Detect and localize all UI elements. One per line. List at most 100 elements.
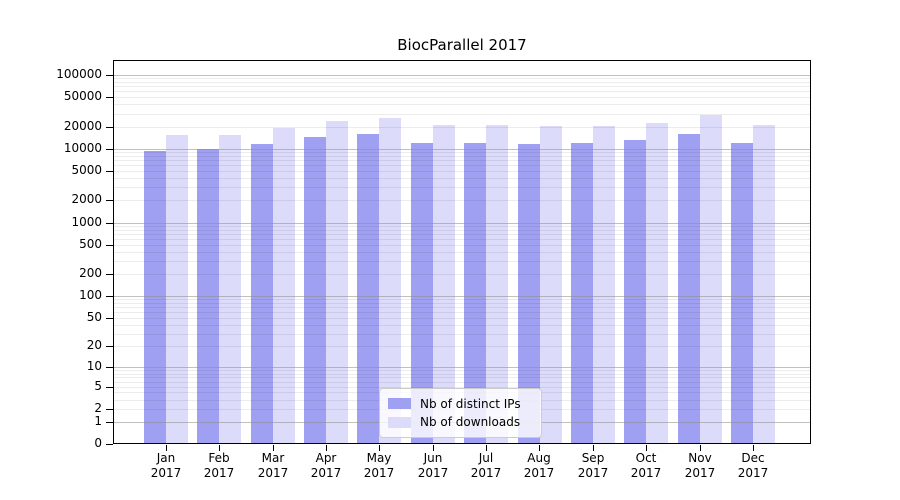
- bar-distinct-ips-jul: [464, 143, 487, 443]
- bar-distinct-ips-aug: [517, 144, 540, 443]
- y-tick-label: 5: [94, 379, 102, 393]
- gridline-minor: [114, 165, 810, 166]
- chart-title: BiocParallel 2017: [397, 36, 527, 54]
- gridline-minor: [114, 152, 810, 153]
- y-tick-label: 2000: [71, 192, 102, 206]
- x-tick-mark: [379, 445, 380, 451]
- gridline-minor: [114, 374, 810, 375]
- gridline-minor: [114, 78, 810, 79]
- legend: Nb of distinct IPs Nb of downloads: [379, 388, 542, 438]
- gridline-minor: [114, 226, 810, 227]
- y-tick-mark: [106, 444, 113, 445]
- gridline-minor: [114, 303, 810, 304]
- y-tick-mark: [106, 171, 113, 172]
- gridline-minor: [114, 104, 810, 105]
- gridline-minor: [114, 252, 810, 253]
- gridline-minor: [114, 127, 810, 128]
- y-tick-label: 10: [86, 359, 102, 373]
- y-tick-label: 2: [94, 401, 102, 415]
- gridline-minor: [114, 97, 810, 98]
- y-tick-label: 0: [94, 436, 102, 450]
- x-tick-label-apr: Apr 2017: [310, 451, 342, 480]
- legend-label-downloads: Nb of downloads: [420, 415, 521, 430]
- bar-downloads-jul: [486, 125, 509, 443]
- bar-distinct-ips-feb: [197, 148, 220, 443]
- gridline-minor: [114, 377, 810, 378]
- y-tick-mark: [106, 97, 113, 98]
- x-tick-mark: [753, 445, 754, 451]
- gridline-minor: [114, 312, 810, 313]
- bar-downloads-oct: [646, 123, 669, 443]
- x-tick-label-mar: Mar 2017: [257, 451, 289, 480]
- y-tick-mark: [106, 274, 113, 275]
- gridline-minor: [114, 370, 810, 371]
- bar-distinct-ips-nov: [677, 133, 700, 443]
- x-tick-mark: [539, 445, 540, 451]
- gridline-minor: [114, 299, 810, 300]
- x-tick-label-sep: Sep 2017: [577, 451, 609, 480]
- y-tick-mark: [106, 127, 113, 128]
- gridline-minor: [114, 187, 810, 188]
- y-tick-mark: [106, 223, 113, 224]
- x-tick-label-may: May 2017: [363, 451, 395, 480]
- bar-downloads-jan: [166, 135, 188, 443]
- x-tick-mark: [646, 445, 647, 451]
- gridline-minor: [114, 82, 810, 83]
- gridline-minor: [114, 114, 810, 115]
- y-tick-label: 50: [86, 310, 102, 324]
- bar-distinct-ips-apr: [304, 137, 327, 443]
- grid-layer: [114, 61, 810, 443]
- x-tick-mark: [219, 445, 220, 451]
- y-tick-mark: [106, 409, 113, 410]
- gridline-minor: [114, 325, 810, 326]
- legend-item-downloads: Nb of downloads: [388, 415, 533, 429]
- y-tick-mark: [106, 422, 113, 423]
- gridline-minor: [114, 245, 810, 246]
- bar-distinct-ips-sep: [570, 143, 593, 443]
- bar-downloads-apr: [326, 121, 349, 443]
- y-tick-label: 1: [94, 414, 102, 428]
- bar-downloads-sep: [592, 126, 615, 443]
- gridline-major: [114, 296, 810, 297]
- x-tick-label-jun: Jun 2017: [417, 451, 449, 480]
- x-tick-mark: [486, 445, 487, 451]
- gridline-minor: [114, 382, 810, 383]
- x-tick-label-jan: Jan 2017: [150, 451, 182, 480]
- gridline-major: [114, 223, 810, 224]
- bar-downloads-aug: [539, 126, 562, 443]
- x-tick-label-aug: Aug 2017: [523, 451, 555, 480]
- gridline-minor: [114, 274, 810, 275]
- y-tick-label: 20: [86, 338, 102, 352]
- bar-downloads-feb: [219, 134, 242, 443]
- gridline-major: [114, 149, 810, 150]
- legend-swatch-distinct-ips-icon: [388, 398, 411, 410]
- gridline-minor: [114, 318, 810, 319]
- bar-downloads-jun: [432, 124, 455, 443]
- y-tick-mark: [106, 245, 113, 246]
- y-tick-label: 20000: [63, 119, 102, 133]
- x-tick-mark: [166, 445, 167, 451]
- x-tick-mark: [593, 445, 594, 451]
- bar-downloads-may: [379, 117, 402, 443]
- legend-item-distinct-ips: Nb of distinct IPs: [388, 397, 533, 411]
- y-tick-label: 500: [79, 237, 102, 251]
- y-tick-label: 5000: [71, 163, 102, 177]
- y-tick-mark: [106, 318, 113, 319]
- x-tick-mark: [273, 445, 274, 451]
- y-tick-mark: [106, 296, 113, 297]
- y-tick-mark: [106, 367, 113, 368]
- gridline-minor: [114, 91, 810, 92]
- gridline-minor: [114, 239, 810, 240]
- bar-downloads-dec: [752, 124, 775, 443]
- gridline-minor: [114, 160, 810, 161]
- x-tick-label-feb: Feb 2017: [203, 451, 235, 480]
- x-tick-mark: [326, 445, 327, 451]
- bar-downloads-nov: [699, 114, 722, 443]
- gridline-major: [114, 367, 810, 368]
- y-tick-label: 50000: [63, 89, 102, 103]
- y-tick-mark: [106, 346, 113, 347]
- legend-label-distinct-ips: Nb of distinct IPs: [420, 396, 521, 411]
- y-tick-mark: [106, 200, 113, 201]
- x-tick-mark: [700, 445, 701, 451]
